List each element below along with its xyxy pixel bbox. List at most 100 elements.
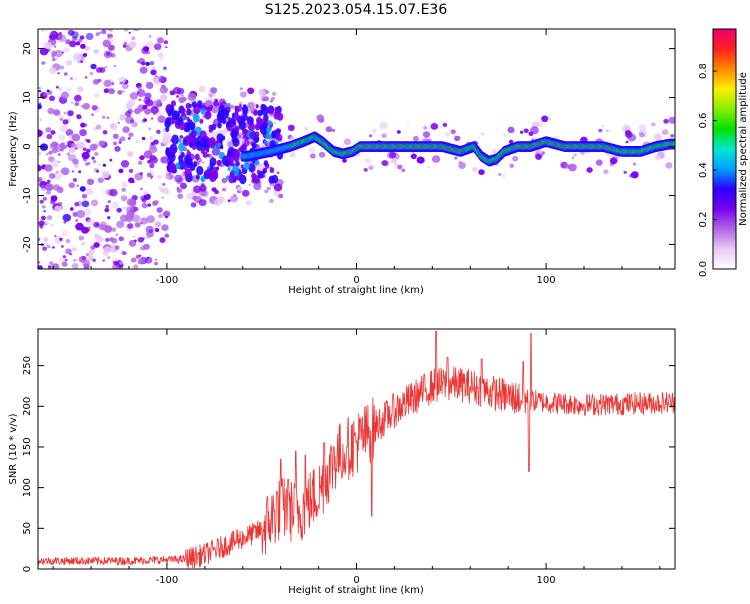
spectrogram-blob	[60, 91, 69, 99]
spectrogram-blob	[94, 233, 100, 239]
spectrogram-blob	[180, 182, 187, 190]
spectrogram-blob	[248, 122, 255, 132]
spectrogram-blob	[458, 160, 462, 164]
spectrogram-blob	[162, 187, 170, 195]
spectrogram-blob	[138, 160, 143, 165]
spectrogram-blob	[241, 189, 250, 197]
spectrogram-blob	[103, 246, 112, 254]
spectrogram-blob	[86, 254, 94, 261]
spectrogram-blob	[119, 261, 123, 265]
spectrogram-blob	[181, 94, 184, 97]
spectrogram-blob	[547, 117, 552, 121]
spectrogram-blob	[114, 146, 121, 152]
spectrogram-blob	[422, 131, 431, 138]
spectrogram-blob	[103, 79, 112, 87]
spectrogram-blob	[94, 151, 99, 156]
spectrogram-blob	[177, 188, 182, 193]
spectrogram-blob	[85, 162, 90, 166]
spectrogram-blob	[471, 166, 478, 172]
spectrogram-blob	[152, 200, 158, 206]
spectrogram-blob	[64, 29, 69, 32]
spectrogram-blob	[606, 129, 609, 132]
spectrogram-blob	[85, 188, 94, 195]
spectrogram-blob	[63, 112, 67, 115]
spectrogram-blob	[509, 163, 514, 168]
spectrogram-blob	[258, 172, 263, 179]
spectrogram-blob	[116, 220, 125, 229]
spectrogram-blob	[92, 160, 97, 164]
spectrogram-blob	[44, 41, 53, 50]
spectrogram-blob	[423, 126, 428, 130]
spectrogram-blob	[273, 121, 277, 125]
spectrogram-blob	[75, 41, 81, 46]
spectrogram-blob	[111, 201, 120, 209]
spectrogram-blob	[139, 155, 145, 161]
spectrogram-blob	[91, 21, 98, 28]
spectrogram-blob	[222, 108, 229, 115]
spectrogram-blob	[273, 183, 283, 192]
spectrogram-blob	[237, 186, 243, 192]
spectrogram-blob	[263, 140, 267, 146]
spectrogram-blob	[92, 143, 99, 149]
spectrogram-blob	[118, 141, 122, 144]
spectrogram-blob	[247, 87, 255, 95]
spectrogram-blob	[93, 48, 99, 55]
spectrogram-blob	[57, 34, 67, 43]
y-tick-label: 200	[22, 397, 33, 416]
spectrogram-blob	[82, 53, 88, 57]
spectrogram-blob	[53, 109, 61, 116]
spectrogram-blob	[201, 190, 209, 198]
spectrogram-blob	[43, 242, 47, 247]
spectrogram-blob	[165, 46, 168, 49]
spectrogram-blob	[47, 179, 51, 183]
spectrogram-blob	[76, 141, 85, 150]
spectrogram-blob	[137, 237, 144, 243]
spectrogram-blob	[101, 115, 106, 119]
spectrogram-blob	[217, 122, 222, 129]
spectrogram-blob	[71, 247, 77, 252]
spectrogram-blob	[110, 53, 116, 58]
spectrogram-blob	[342, 158, 347, 163]
spectrogram-blob	[661, 129, 669, 136]
spectrogram-blob	[46, 89, 50, 93]
spectrogram-blob	[54, 235, 57, 237]
spectrogram-blob	[179, 135, 184, 139]
spectrogram-blob	[167, 152, 176, 163]
spectrogram-blob	[247, 101, 255, 109]
spectrogram-blob	[134, 108, 141, 115]
spectrogram-blob	[198, 199, 207, 207]
spectrogram-blob	[128, 177, 135, 184]
spectrogram-blob	[77, 60, 80, 64]
spectrogram-blob	[430, 123, 439, 130]
spectrogram-blob	[541, 115, 549, 123]
spectrogram-blob	[51, 54, 56, 58]
spectrogram-blob	[670, 134, 675, 138]
spectrogram-blob	[145, 82, 154, 89]
spectrogram-blob	[249, 131, 255, 139]
spectrogram-blob	[120, 136, 126, 142]
spectrogram-blob	[271, 91, 277, 96]
spectrogram-blob	[38, 87, 41, 90]
spectrogram-blob	[186, 192, 194, 200]
snr-y-label: SNR (10 * v/v)	[8, 413, 19, 484]
spectrogram-blob	[61, 230, 69, 237]
spectrogram-blob	[60, 167, 70, 176]
spectrogram-blob	[42, 130, 45, 134]
spectrogram-blob	[102, 259, 106, 262]
x-tick-label: 100	[537, 275, 556, 286]
spectrogram-blob	[160, 75, 164, 79]
spectrogram-blob	[231, 112, 237, 119]
spectrogram-blob	[90, 63, 97, 70]
spectrogram-blob	[149, 176, 153, 180]
spectrogram-blob	[105, 204, 109, 209]
spectrogram-blob	[232, 138, 240, 147]
spectrogram-blob	[127, 223, 134, 229]
spectrogram-blob	[147, 203, 152, 207]
spectrogram-blob	[211, 123, 217, 131]
spectrogram-blob	[96, 169, 100, 173]
spectrogram-blob	[86, 148, 91, 153]
spectrogram-blob	[481, 132, 485, 136]
spectrogram-blob	[146, 172, 152, 178]
spectrogram-blob	[79, 129, 87, 137]
